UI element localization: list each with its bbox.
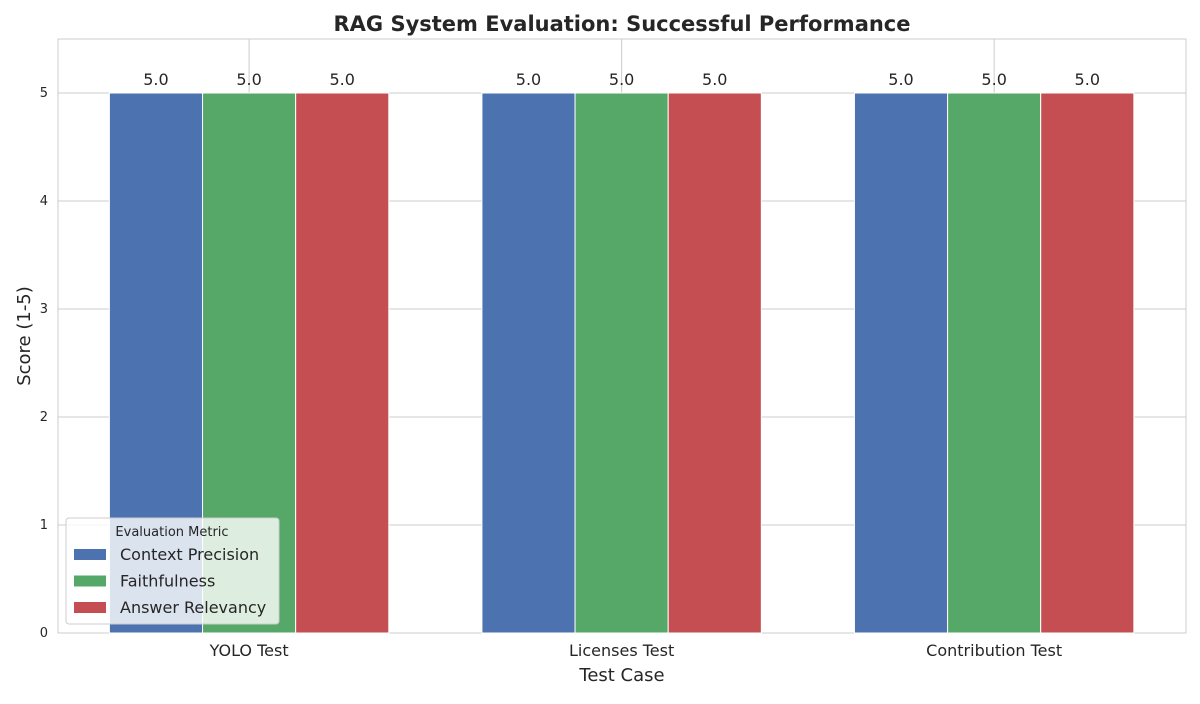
bar	[667, 92, 762, 634]
y-tick-label: 4	[40, 194, 48, 209]
legend-swatch	[74, 575, 106, 587]
legend-entry: Context Precision	[120, 545, 259, 564]
data-label: 5.0	[143, 70, 168, 89]
y-ticks: 0 1 2 3 4 5	[40, 86, 48, 641]
x-tick-label: YOLO Test	[209, 641, 289, 660]
bar	[853, 92, 949, 634]
data-labels: 5.0 5.0 5.0 5.0 5.0 5.0 5.0 5.0 5.0	[143, 70, 1100, 89]
y-tick-label: 0	[40, 626, 48, 641]
bar	[295, 92, 390, 634]
x-tick-label: Licenses Test	[569, 641, 674, 660]
bar	[481, 92, 576, 634]
legend: Evaluation Metric Context Precision Faith…	[65, 517, 280, 625]
legend-swatch	[74, 602, 106, 613]
x-axis-label: Test Case	[578, 665, 664, 686]
y-tick-label: 3	[40, 302, 48, 317]
data-label: 5.0	[1075, 70, 1100, 89]
legend-swatch	[74, 549, 106, 560]
bars	[108, 92, 1135, 634]
bar	[947, 92, 1042, 634]
data-label: 5.0	[236, 70, 261, 89]
y-tick-label: 5	[40, 86, 48, 101]
legend-title: Evaluation Metric	[115, 525, 228, 540]
chart-title: RAG System Evaluation: Successful Perfor…	[333, 12, 910, 36]
data-label: 5.0	[981, 70, 1006, 89]
data-label: 5.0	[888, 70, 913, 89]
legend-entry: Faithfulness	[120, 572, 215, 591]
x-ticks: YOLO Test Licenses Test Contribution Test	[209, 641, 1063, 660]
y-tick-label: 2	[40, 410, 48, 425]
legend-entry: Answer Relevancy	[120, 598, 266, 617]
data-label: 5.0	[330, 70, 355, 89]
bar	[1040, 92, 1135, 634]
bar	[574, 92, 669, 634]
data-label: 5.0	[702, 70, 727, 89]
data-label: 5.0	[516, 70, 541, 89]
legend-box	[65, 517, 280, 625]
y-tick-label: 1	[40, 518, 48, 533]
x-tick-label: Contribution Test	[926, 641, 1062, 660]
y-axis-label: Score (1-5)	[14, 286, 35, 386]
data-label: 5.0	[609, 70, 634, 89]
